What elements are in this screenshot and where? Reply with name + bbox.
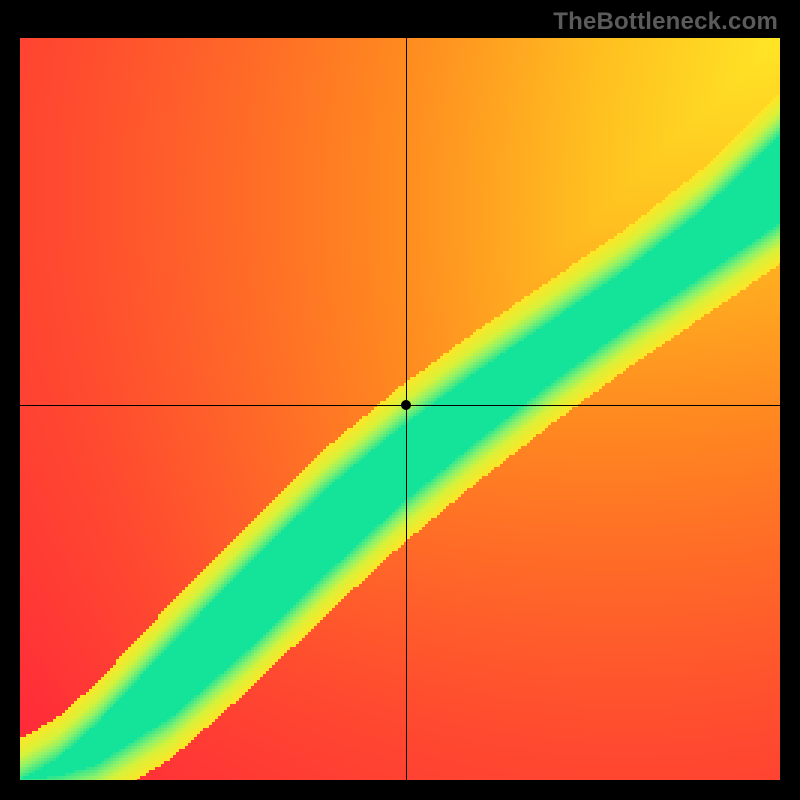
heatmap-plot: [20, 38, 780, 780]
marker-dot: [401, 400, 411, 410]
chart-container: TheBottleneck.com: [0, 0, 800, 800]
heatmap-canvas: [20, 38, 780, 780]
watermark-text: TheBottleneck.com: [553, 8, 778, 36]
crosshair-horizontal: [20, 405, 780, 406]
